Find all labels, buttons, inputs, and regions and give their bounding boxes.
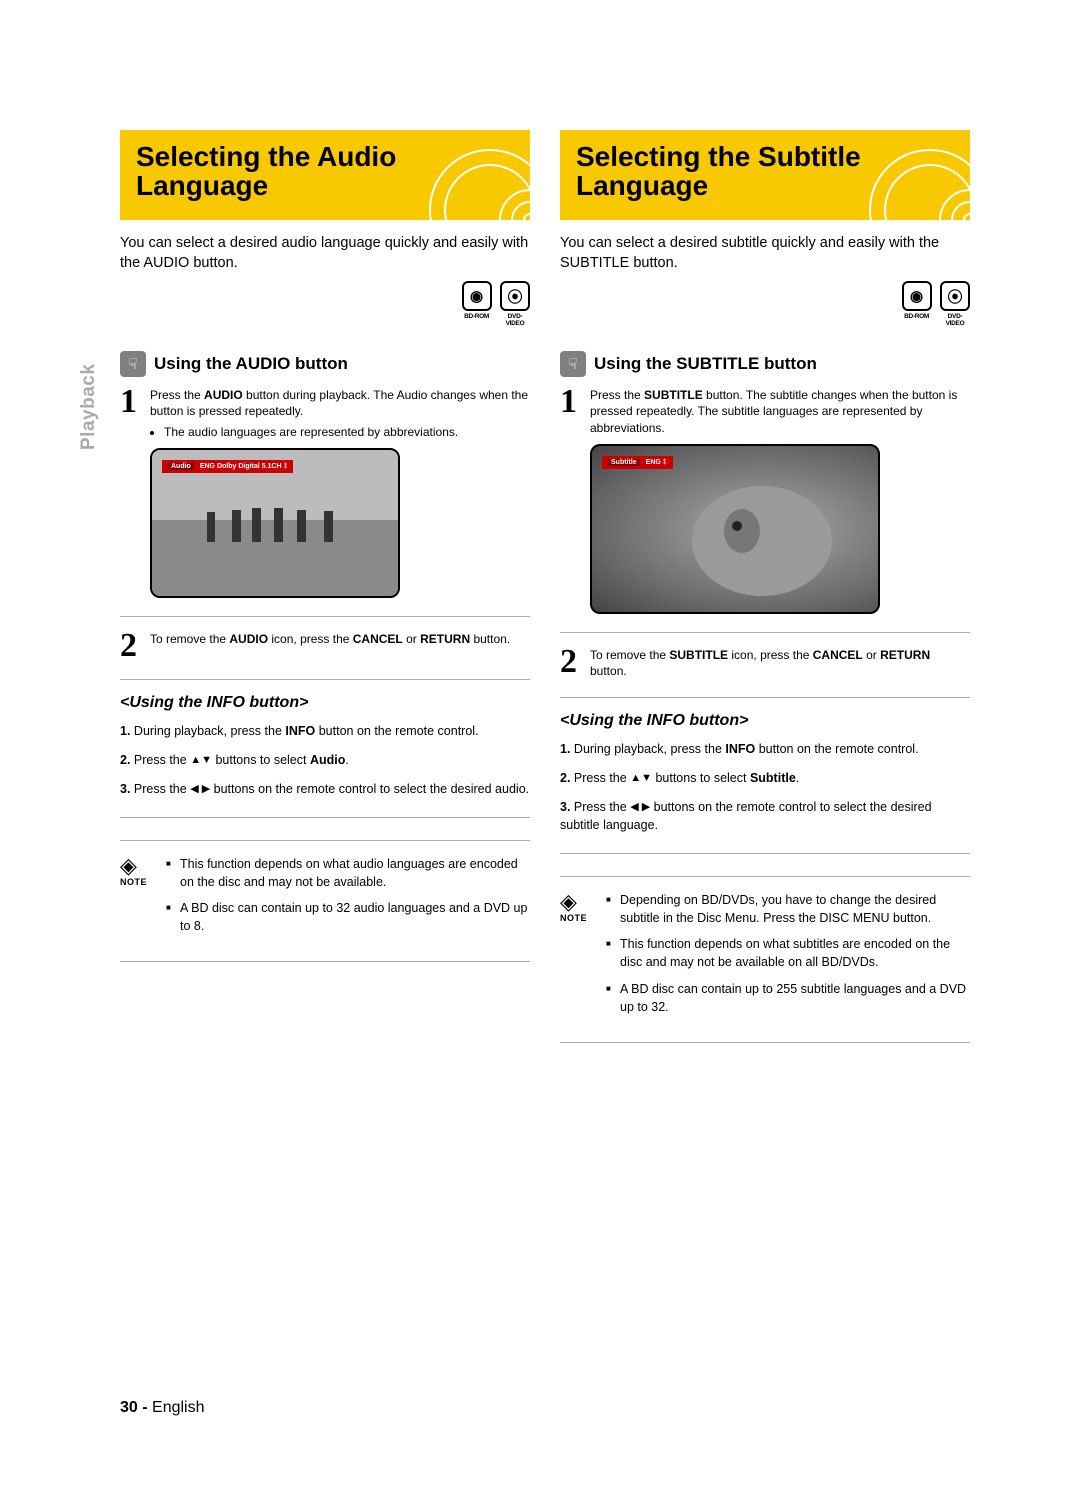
check-diamond-icon: ◈ [120, 855, 166, 877]
screenshot-placeholder-art [592, 446, 880, 614]
right-column: Selecting the Subtitle Language You can … [560, 130, 970, 1057]
subheading-subtitle: Using the SUBTITLE button [594, 354, 817, 374]
heading-audio: Selecting the Audio Language [136, 142, 514, 201]
intro-subtitle: You can select a desired subtitle quickl… [560, 234, 970, 273]
step-1-audio: 1 Press the AUDIO button during playback… [120, 387, 530, 440]
step-2-audio: 2 To remove the AUDIO icon, press the CA… [120, 631, 530, 662]
screenshot-subtitle: Subtitle ENG ‡ [590, 444, 880, 614]
media-icons-row: ◉ BD-ROM ⦿ DVD-VIDEO [120, 281, 530, 327]
media-label-bd: BD-ROM [902, 313, 932, 320]
check-diamond-icon: ◈ [560, 891, 606, 913]
media-icon-dvd: ⦿ DVD-VIDEO [500, 281, 530, 327]
media-icon-bd: ◉ BD-ROM [462, 281, 492, 320]
step-1-subtitle: 1 Press the SUBTITLE button. The subtitl… [560, 387, 970, 436]
media-label-dvd: DVD-VIDEO [500, 313, 530, 327]
divider [560, 697, 970, 698]
note-item: A BD disc can contain up to 32 audio lan… [166, 899, 530, 935]
step-number: 1 [560, 387, 582, 436]
side-tab-label: Playback [78, 364, 100, 450]
step-number: 2 [560, 647, 582, 679]
note-block-audio: ◈ NOTE This function depends on what aud… [120, 855, 530, 944]
step-2-text: To remove the AUDIO icon, press the CANC… [150, 631, 530, 662]
info-heading-audio: <Using the INFO button> [120, 694, 530, 712]
divider [120, 679, 530, 680]
media-label-bd: BD-ROM [462, 313, 492, 320]
osd-label: Audio [168, 463, 194, 470]
subheading-row: ☟ Using the SUBTITLE button [560, 351, 970, 377]
disc-icon: ⦿ [500, 281, 530, 311]
osd-overlay: Audio ENG Dolby Digital 5.1CH ‡ [162, 460, 293, 473]
note-item: This function depends on what subtitles … [606, 935, 970, 971]
media-icon-bd: ◉ BD-ROM [902, 281, 932, 320]
hand-icon: ☟ [120, 351, 146, 377]
disc-icon: ⦿ [940, 281, 970, 311]
info-step-2: 2. Press the ▲▼ buttons to select Subtit… [560, 769, 970, 788]
info-step-1: 1. During playback, press the INFO butto… [120, 722, 530, 741]
intro-audio: You can select a desired audio language … [120, 234, 530, 273]
osd-overlay: Subtitle ENG ‡ [602, 456, 673, 469]
info-steps-audio: 1. During playback, press the INFO butto… [120, 722, 530, 798]
disc-icon: ◉ [462, 281, 492, 311]
two-column-layout: Selecting the Audio Language You can sel… [120, 130, 970, 1057]
left-column: Selecting the Audio Language You can sel… [120, 130, 530, 1057]
divider [120, 616, 530, 617]
divider [120, 817, 530, 818]
media-icons-row: ◉ BD-ROM ⦿ DVD-VIDEO [560, 281, 970, 327]
step-1-bullet: The audio languages are represented by a… [164, 424, 530, 440]
note-list-audio: This function depends on what audio lang… [166, 855, 530, 944]
heading-subtitle: Selecting the Subtitle Language [576, 142, 954, 201]
page-footer: 30 - English [120, 1399, 205, 1417]
info-step-3: 3. Press the ◀ ▶ buttons on the remote c… [120, 780, 530, 799]
disc-icon: ◉ [902, 281, 932, 311]
info-step-2: 2. Press the ▲▼ buttons to select Audio. [120, 751, 530, 770]
note-icon: ◈ NOTE [120, 855, 166, 944]
divider [560, 1042, 970, 1043]
subheading-row: ☟ Using the AUDIO button [120, 351, 530, 377]
note-item: A BD disc can contain up to 255 subtitle… [606, 980, 970, 1016]
step-2-subtitle: 2 To remove the SUBTITLE icon, press the… [560, 647, 970, 679]
divider [560, 876, 970, 877]
media-label-dvd: DVD-VIDEO [940, 313, 970, 327]
step-number: 2 [120, 631, 142, 662]
note-block-subtitle: ◈ NOTE Depending on BD/DVDs, you have to… [560, 891, 970, 1024]
screenshot-audio: Audio ENG Dolby Digital 5.1CH ‡ [150, 448, 400, 598]
subheading-audio: Using the AUDIO button [154, 354, 348, 374]
info-step-3: 3. Press the ◀ ▶ buttons on the remote c… [560, 798, 970, 836]
hand-icon: ☟ [560, 351, 586, 377]
note-item: Depending on BD/DVDs, you have to change… [606, 891, 970, 927]
note-label: NOTE [120, 877, 166, 887]
divider [560, 632, 970, 633]
step-number: 1 [120, 387, 142, 440]
info-steps-subtitle: 1. During playback, press the INFO butto… [560, 740, 970, 835]
osd-value: ENG Dolby Digital 5.1CH ‡ [200, 463, 288, 470]
note-item: This function depends on what audio lang… [166, 855, 530, 891]
osd-label: Subtitle [608, 459, 640, 466]
note-list-subtitle: Depending on BD/DVDs, you have to change… [606, 891, 970, 1024]
info-heading-subtitle: <Using the INFO button> [560, 712, 970, 730]
page-language: English [152, 1399, 204, 1416]
media-icon-dvd: ⦿ DVD-VIDEO [940, 281, 970, 327]
title-block-audio: Selecting the Audio Language [120, 130, 530, 220]
step-1-text: Press the AUDIO button during playback. … [150, 387, 530, 440]
info-step-1: 1. During playback, press the INFO butto… [560, 740, 970, 759]
step-1-text: Press the SUBTITLE button. The subtitle … [590, 387, 970, 436]
step-2-text: To remove the SUBTITLE icon, press the C… [590, 647, 970, 679]
osd-value: ENG ‡ [646, 459, 667, 466]
title-block-subtitle: Selecting the Subtitle Language [560, 130, 970, 220]
note-icon: ◈ NOTE [560, 891, 606, 1024]
page-number: 30 [120, 1399, 138, 1416]
divider [120, 961, 530, 962]
divider [560, 853, 970, 854]
divider [120, 840, 530, 841]
note-label: NOTE [560, 913, 606, 923]
